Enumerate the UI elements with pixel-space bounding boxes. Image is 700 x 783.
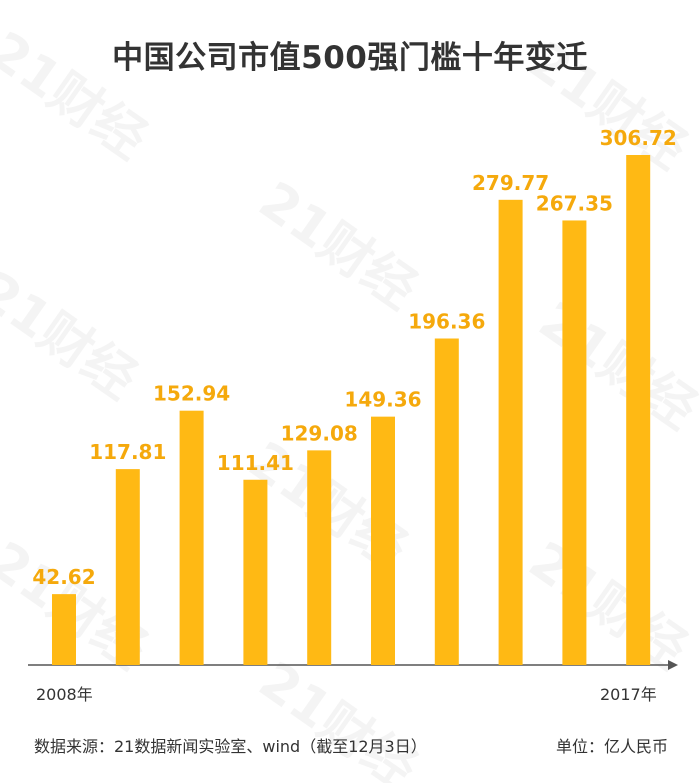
bar-2014 xyxy=(434,338,459,665)
bar-value-label-2011: 111.41 xyxy=(217,451,294,475)
bar-value-label-2014: 196.36 xyxy=(408,310,485,334)
source-note: 数据来源：21数据新闻实验室、wind（截至12月3日） xyxy=(34,737,427,756)
bar-value-label-2015: 279.77 xyxy=(472,171,549,195)
bar-value-label-2017: 306.72 xyxy=(600,126,677,150)
bar-2010 xyxy=(179,410,204,665)
bar-value-label-2013: 149.36 xyxy=(344,388,421,412)
bar-value-label-2012: 129.08 xyxy=(281,421,358,445)
bar-2009 xyxy=(115,469,140,665)
bar-2008 xyxy=(52,594,76,665)
bar-2017 xyxy=(626,155,651,665)
bar-value-label-2010: 152.94 xyxy=(153,382,230,406)
bar-2015 xyxy=(498,199,523,666)
bar-value-label-2008: 42.62 xyxy=(32,565,95,589)
bar-2013 xyxy=(371,416,395,665)
bar-2012 xyxy=(307,450,332,665)
bar-value-label-2009: 117.81 xyxy=(89,440,166,464)
bar-2011 xyxy=(243,479,268,665)
bar-value-label-2016: 267.35 xyxy=(536,191,613,215)
bar-2016 xyxy=(562,220,587,665)
unit-note: 单位：亿人民币 xyxy=(555,737,668,756)
x-tick-label-last: 2017年 xyxy=(600,685,657,704)
chart-title: 中国公司市值500强门槛十年变迁 xyxy=(112,40,588,76)
x-axis-arrow-icon xyxy=(668,660,678,670)
x-tick-label-first: 2008年 xyxy=(36,685,93,704)
